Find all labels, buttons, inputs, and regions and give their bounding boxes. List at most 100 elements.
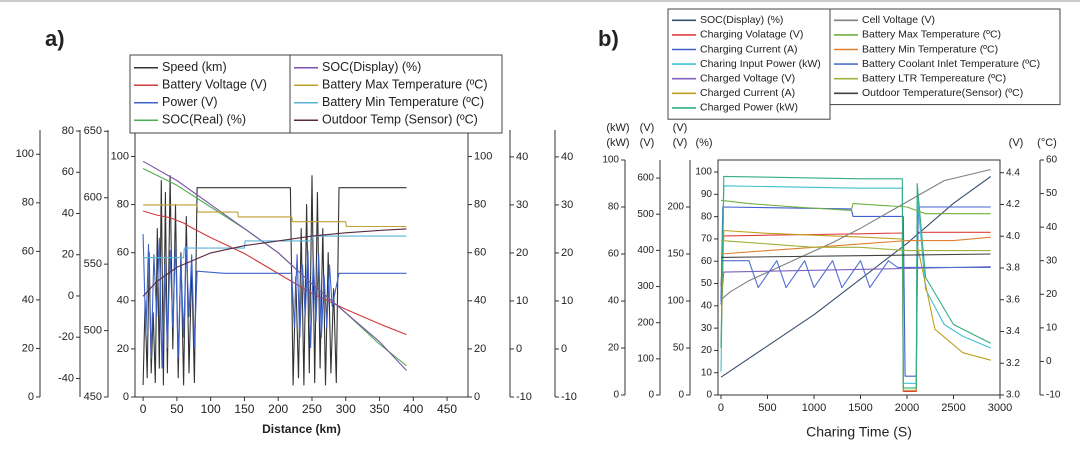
series-line — [720, 240, 991, 252]
y-tick-label: 100 — [111, 150, 129, 162]
legend-box — [829, 8, 1061, 106]
y-tick-label: 40 — [22, 294, 34, 306]
y-axis-label: (V) — [640, 122, 655, 134]
x-axis-label: Distance (km) — [262, 422, 341, 436]
y-tick-label: 10 — [1046, 322, 1058, 333]
x-tick-label: 400 — [403, 402, 423, 416]
y-tick-label: 0 — [613, 390, 619, 401]
legend-label: Charged Current (A) — [700, 87, 795, 99]
y-tick-label: 100 — [695, 167, 712, 178]
y-tick-label: 60 — [701, 256, 713, 267]
legend-label: Battery Max Temperature (ºC) — [862, 29, 1001, 41]
y-tick-label: 40 — [117, 295, 129, 307]
y-tick-label: 40 — [561, 151, 573, 163]
y-tick-label: -40 — [58, 372, 74, 384]
y-tick-label: 20 — [22, 342, 34, 354]
x-tick-label: 50 — [170, 402, 184, 416]
y-tick-label: 40 — [608, 296, 620, 307]
y-tick-label: 650 — [84, 125, 102, 137]
y-tick-label: 50 — [1046, 188, 1058, 199]
x-tick-label: 2500 — [941, 402, 965, 414]
y-axis-label: (%) — [695, 137, 712, 149]
y-tick-label: 3.2 — [1006, 358, 1020, 369]
y-axis-label: (V) — [673, 137, 688, 149]
series-line — [143, 204, 407, 228]
y-tick-label: 40 — [62, 207, 74, 219]
x-tick-label: 3000 — [988, 402, 1012, 414]
y-tick-label: 80 — [22, 197, 34, 209]
x-tick-label: 250 — [302, 402, 322, 416]
x-tick-label: 2000 — [895, 402, 919, 414]
y-tick-label: 40 — [474, 295, 486, 307]
series-line — [720, 168, 991, 301]
x-tick-label: 350 — [369, 402, 389, 416]
y-tick-label: 20 — [608, 343, 620, 354]
x-tick-label: 450 — [437, 402, 457, 416]
series-line — [142, 234, 407, 369]
y-tick-label: 80 — [608, 202, 620, 213]
y-tick-label: 0 — [516, 343, 522, 355]
y-tick-label: 80 — [474, 198, 486, 210]
y-tick-label: 0 — [648, 390, 654, 401]
y-tick-label: 60 — [22, 245, 34, 257]
y-tick-label: 600 — [637, 173, 654, 184]
y-tick-label: 20 — [474, 343, 486, 355]
x-tick-label: 200 — [268, 402, 288, 416]
series-line — [142, 210, 407, 336]
y-tick-label: 60 — [117, 247, 129, 259]
y-tick-label: -10 — [516, 391, 532, 403]
y-tick-label: 30 — [701, 323, 713, 334]
y-tick-label: 0 — [28, 391, 34, 403]
y-tick-label: 60 — [1046, 155, 1058, 166]
legend-label: SOC(Real) (%) — [162, 113, 246, 127]
plot-frame — [717, 159, 1001, 396]
y-tick-label: 200 — [637, 317, 654, 328]
legend-label: Charing Input Power (kW) — [700, 58, 821, 70]
legend-label: Battery Max Temperature (ºC) — [322, 78, 488, 92]
y-tick-label: 0 — [561, 343, 567, 355]
legend-label: Battery Min Temperature (ºC) — [862, 43, 998, 55]
series-line — [720, 175, 991, 389]
y-axis-label: (V) — [673, 122, 688, 134]
y-tick-label: 0 — [68, 290, 74, 302]
legend-label: Charged Voltage (V) — [700, 72, 795, 84]
y-tick-label: 600 — [84, 192, 102, 204]
y-tick-label: 80 — [62, 125, 74, 137]
y-tick-label: 90 — [701, 189, 713, 200]
series-line — [720, 199, 991, 215]
y-tick-label: 100 — [637, 353, 654, 364]
y-tick-label: 3.4 — [1006, 326, 1020, 337]
y-tick-label: 20 — [561, 247, 573, 259]
y-tick-label: 50 — [673, 343, 685, 354]
y-tick-label: 3.6 — [1006, 294, 1020, 305]
y-tick-label: -20 — [58, 331, 74, 343]
y-axis-label: (V) — [640, 137, 655, 149]
y-tick-label: 100 — [602, 155, 619, 166]
legend-label: Battery Min Temperature (ºC) — [322, 95, 484, 109]
y-tick-label: 4.0 — [1006, 231, 1020, 242]
x-tick-label: 1000 — [802, 402, 826, 414]
y-tick-label: 0 — [123, 391, 129, 403]
panel-label: a) — [45, 26, 65, 51]
legend-label: Outdoor Temperature(Sensor) (ºC) — [862, 87, 1023, 99]
series-line — [720, 253, 991, 258]
y-tick-label: 450 — [84, 391, 102, 403]
series-line — [720, 176, 992, 378]
x-tick-label: 1500 — [848, 402, 872, 414]
y-tick-label: 60 — [608, 249, 620, 260]
legend-label: Battery Coolant Inlet Temperature (ºC) — [862, 58, 1040, 70]
y-tick-label: 60 — [62, 166, 74, 178]
legend-label: Charging Current (A) — [700, 43, 797, 55]
y-tick-label: 80 — [117, 198, 129, 210]
series-line — [142, 228, 407, 297]
legend-label: SOC(Display) (%) — [700, 14, 783, 26]
y-tick-label: 50 — [701, 278, 713, 289]
legend-label: Speed (km) — [162, 60, 227, 74]
panel-label: b) — [598, 26, 619, 51]
y-tick-label: 550 — [84, 258, 102, 270]
y-tick-label: 500 — [84, 324, 102, 336]
legend-label: Battery Voltage (V) — [162, 78, 267, 92]
x-tick-label: 300 — [336, 402, 356, 416]
